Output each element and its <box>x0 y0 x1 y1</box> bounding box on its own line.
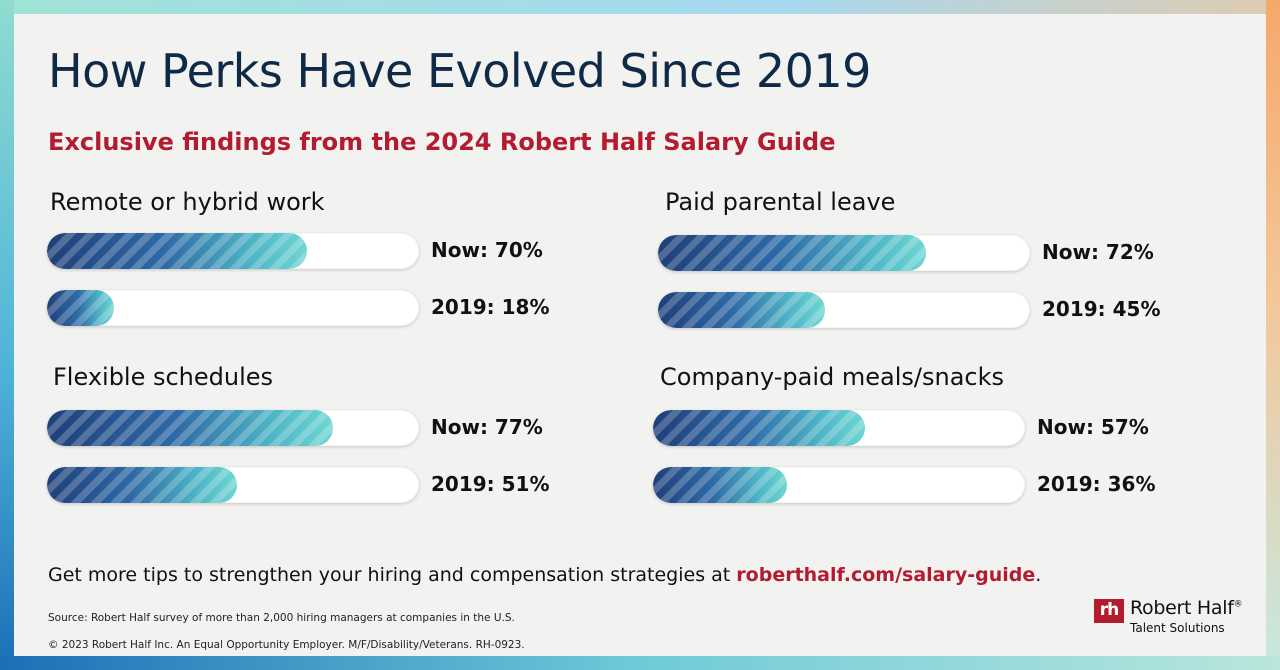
trademark-symbol: ® <box>1233 599 1243 610</box>
frame-bottom-border <box>0 656 1280 670</box>
group-title: Company-paid meals/snacks <box>660 363 1005 391</box>
bar-fill <box>47 290 114 326</box>
bar-track <box>658 235 1030 271</box>
frame-left-border <box>0 0 14 670</box>
bar-track <box>47 290 419 326</box>
rh-logo-icon: rh <box>1094 599 1124 623</box>
frame-right-border <box>1266 0 1280 670</box>
page-title: How Perks Have Evolved Since 2019 <box>48 44 871 98</box>
bar-track <box>47 233 419 269</box>
page-subtitle: Exclusive findings from the 2024 Robert … <box>48 128 836 156</box>
bar-fill <box>47 410 334 446</box>
bar-track <box>47 410 419 446</box>
source-note: Source: Robert Half survey of more than … <box>48 612 515 624</box>
logo-name-text: Robert Half <box>1130 597 1234 619</box>
bar-fill <box>653 467 787 503</box>
copyright-note: © 2023 Robert Half Inc. An Equal Opportu… <box>48 639 525 651</box>
bar-value-label: Now: 70% <box>431 238 543 262</box>
bar-fill <box>658 235 926 271</box>
bar-fill <box>47 467 237 503</box>
bar-value-label: 2019: 36% <box>1037 472 1156 496</box>
logo-tagline: Talent Solutions <box>1130 621 1225 635</box>
group-title: Flexible schedules <box>53 363 274 391</box>
salary-guide-link[interactable]: roberthalf.com/salary-guide <box>736 564 1036 586</box>
bar-fill <box>653 410 866 446</box>
bar-track <box>653 410 1025 446</box>
cta-text: Get more tips to strengthen your hiring … <box>48 564 1041 586</box>
group-title: Remote or hybrid work <box>50 188 325 216</box>
bar-track <box>653 467 1025 503</box>
bar-track <box>47 467 419 503</box>
bar-value-label: Now: 57% <box>1037 415 1149 439</box>
bar-value-label: Now: 77% <box>431 415 543 439</box>
bar-value-label: 2019: 51% <box>431 472 550 496</box>
cta-end-text: . <box>1035 564 1042 586</box>
robert-half-logo: rh Robert Half® Talent Solutions <box>1094 597 1264 641</box>
group-title: Paid parental leave <box>665 188 896 216</box>
bar-value-label: 2019: 45% <box>1042 297 1161 321</box>
infographic-card: How Perks Have Evolved Since 2019 Exclus… <box>14 14 1266 656</box>
logo-name: Robert Half® <box>1130 597 1243 619</box>
bar-track <box>658 292 1030 328</box>
bar-fill <box>47 233 308 269</box>
cta-lead-text: Get more tips to strengthen your hiring … <box>48 564 737 586</box>
bar-value-label: 2019: 18% <box>431 295 550 319</box>
bar-value-label: Now: 72% <box>1042 240 1154 264</box>
bar-fill <box>658 292 826 328</box>
